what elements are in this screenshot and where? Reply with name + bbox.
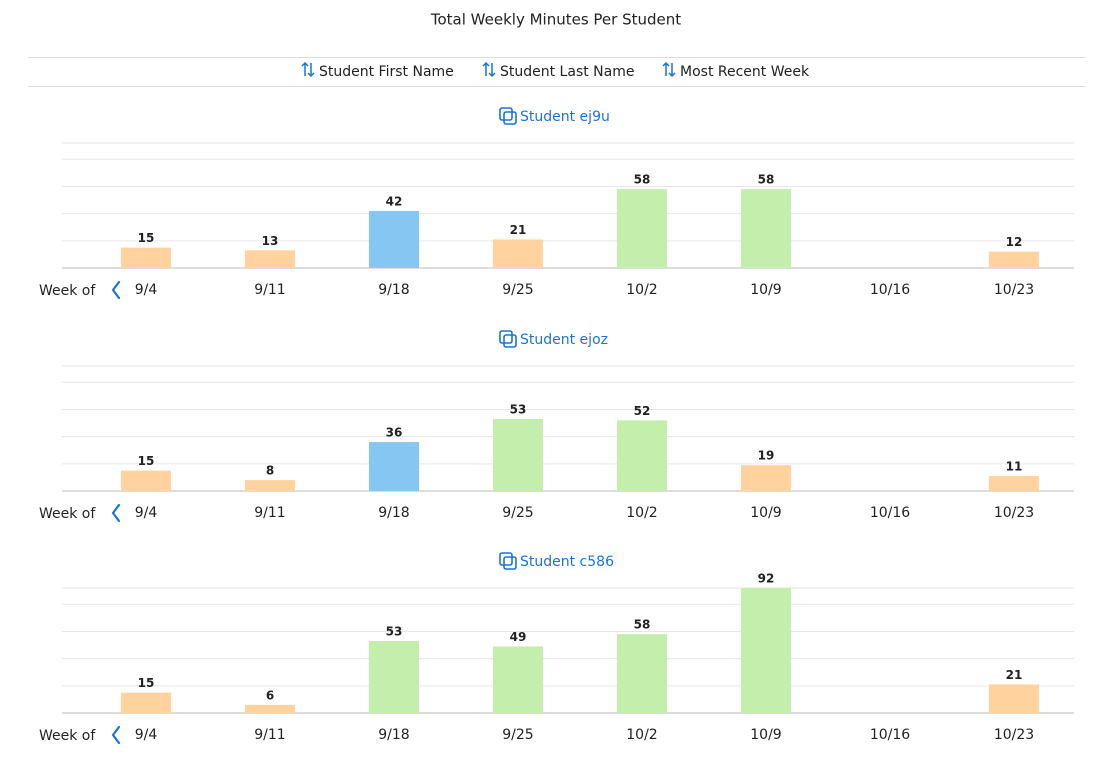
x-tick-label: 10/9 <box>750 727 781 743</box>
chart-title: Student ej9u <box>520 109 610 125</box>
value-label: 15 <box>138 454 155 468</box>
x-tick-label: 9/11 <box>254 282 285 298</box>
sort-button[interactable]: Most Recent Week <box>662 61 810 80</box>
bar <box>741 189 791 268</box>
x-tick-label: 10/9 <box>750 282 781 298</box>
x-tick-label: 9/18 <box>378 727 409 743</box>
bar <box>245 704 295 713</box>
bar <box>989 684 1039 713</box>
x-tick-label: 9/25 <box>502 282 533 298</box>
x-axis-label: Week of <box>39 283 96 299</box>
bar <box>369 640 419 713</box>
x-axis-label: Week of <box>39 506 96 522</box>
value-label: 15 <box>138 231 155 245</box>
value-label: 8 <box>266 464 274 478</box>
x-tick-label: 10/2 <box>626 727 657 743</box>
student-link[interactable]: Student c586 <box>499 552 614 570</box>
x-tick-label: 9/4 <box>135 282 158 298</box>
sort-label: Student Last Name <box>500 64 634 80</box>
bar <box>121 470 171 491</box>
sort-icon <box>301 61 315 78</box>
page-title: Total Weekly Minutes Per Student <box>430 11 681 29</box>
value-label: 58 <box>634 618 651 632</box>
bar <box>617 189 667 268</box>
chart-title: Student c586 <box>520 554 614 570</box>
bar <box>989 476 1039 491</box>
link-icon <box>499 330 517 348</box>
x-tick-label: 9/25 <box>502 505 533 521</box>
x-tick-label: 9/18 <box>378 505 409 521</box>
value-label: 13 <box>262 234 279 248</box>
x-tick-label: 10/2 <box>626 505 657 521</box>
prev-chevron[interactable] <box>111 503 121 523</box>
value-label: 12 <box>1006 235 1023 249</box>
sort-label: Most Recent Week <box>680 64 810 80</box>
sort-icon <box>482 61 496 78</box>
value-label: 6 <box>266 688 274 702</box>
value-label: 53 <box>510 402 527 416</box>
x-tick-label: 10/16 <box>870 727 910 743</box>
value-label: 42 <box>386 194 403 208</box>
x-tick-label: 10/23 <box>994 505 1034 521</box>
bar <box>369 442 419 491</box>
bar <box>741 588 791 713</box>
x-tick-label: 10/16 <box>870 505 910 521</box>
sort-button[interactable]: Student Last Name <box>482 61 634 80</box>
link-icon <box>499 107 517 125</box>
bar <box>245 480 295 491</box>
x-tick-label: 9/4 <box>135 505 158 521</box>
sort-label: Student First Name <box>319 64 454 80</box>
x-tick-label: 10/23 <box>994 727 1034 743</box>
link-icon <box>499 552 517 570</box>
value-label: 21 <box>1006 668 1023 682</box>
x-tick-label: 9/11 <box>254 505 285 521</box>
student-link[interactable]: Student ejoz <box>499 330 608 348</box>
value-label: 58 <box>634 173 651 187</box>
x-tick-label: 9/25 <box>502 727 533 743</box>
value-label: 49 <box>510 630 527 644</box>
x-axis-label: Week of <box>39 728 96 744</box>
bar <box>989 251 1039 268</box>
value-label: 19 <box>758 449 775 463</box>
x-tick-label: 9/4 <box>135 727 158 743</box>
bar <box>493 646 543 713</box>
x-tick-label: 9/18 <box>378 282 409 298</box>
prev-chevron[interactable] <box>111 280 121 300</box>
bar <box>493 418 543 491</box>
sort-button[interactable]: Student First Name <box>301 61 454 80</box>
value-label: 36 <box>386 426 403 440</box>
value-label: 52 <box>634 404 651 418</box>
value-label: 21 <box>510 223 527 237</box>
value-label: 15 <box>138 676 155 690</box>
bar <box>493 239 543 268</box>
x-tick-label: 10/16 <box>870 282 910 298</box>
x-tick-label: 10/2 <box>626 282 657 298</box>
bar <box>245 250 295 268</box>
sort-icon <box>662 61 676 78</box>
bar <box>741 465 791 491</box>
bar <box>121 247 171 268</box>
value-label: 11 <box>1006 460 1023 474</box>
value-label: 58 <box>758 173 775 187</box>
chart-title: Student ejoz <box>520 332 608 348</box>
prev-chevron[interactable] <box>111 725 121 745</box>
x-tick-label: 10/9 <box>750 505 781 521</box>
bar <box>121 692 171 713</box>
x-tick-label: 9/11 <box>254 727 285 743</box>
bar <box>369 210 419 268</box>
student-link[interactable]: Student ej9u <box>499 107 610 125</box>
value-label: 53 <box>386 624 403 638</box>
bar <box>617 420 667 491</box>
x-tick-label: 10/23 <box>994 282 1034 298</box>
bar <box>617 634 667 713</box>
value-label: 92 <box>758 572 775 586</box>
